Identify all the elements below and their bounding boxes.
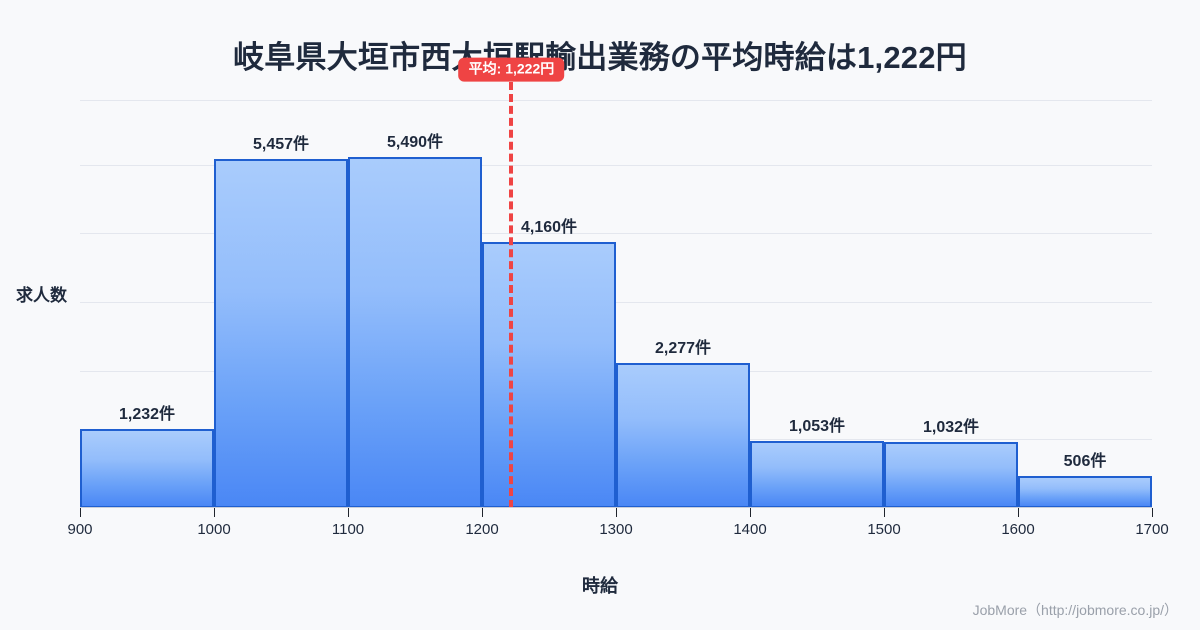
page-title: 岐阜県大垣市西大垣駅輸出業務の平均時給は1,222円 <box>233 40 967 75</box>
x-axis-tick <box>1018 508 1019 517</box>
bars-layer: 1,232件 5,457件 5,490件 4,160件 2,277件 1,053件 1,03… <box>80 96 1152 508</box>
average-badge: 平均: 1,222円 <box>458 57 565 82</box>
x-axis-tick <box>214 508 215 517</box>
x-axis-tick-label: 1000 <box>197 521 231 538</box>
x-axis-tick-label: 1600 <box>1001 521 1035 538</box>
x-axis-line <box>80 507 1152 508</box>
histogram-bar[interactable] <box>214 159 348 508</box>
bar-value-label: 1,032件 <box>922 419 980 437</box>
average-line <box>509 82 514 508</box>
x-axis-tick <box>616 508 617 517</box>
x-axis-tick-label: 1300 <box>599 521 633 538</box>
histogram-bar[interactable] <box>80 429 214 508</box>
x-axis-tick <box>750 508 751 517</box>
plot-area: 1,232件 5,457件 5,490件 4,160件 2,277件 1,053件 1,03… <box>80 57 1152 508</box>
y-axis-title: 求人数 <box>16 286 67 305</box>
x-axis-tick-label: 1700 <box>1135 521 1169 538</box>
histogram-bar[interactable] <box>482 242 616 508</box>
footer-credit: JobMore（http://jobmore.co.jp/） <box>972 602 1178 618</box>
bar-value-label: 4,160件 <box>520 219 578 237</box>
x-axis-tick <box>1152 508 1153 517</box>
bar-value-label: 5,457件 <box>252 136 310 154</box>
bar-value-label: 1,053件 <box>788 417 846 435</box>
histogram-bar[interactable] <box>884 442 1018 508</box>
bar-value-label: 1,232件 <box>118 406 176 424</box>
histogram-bar[interactable] <box>616 362 750 508</box>
x-axis-tick <box>884 508 885 517</box>
histogram-bar[interactable] <box>1018 475 1152 508</box>
x-axis-tick <box>482 508 483 517</box>
x-axis-tick-label: 1100 <box>331 521 365 538</box>
x-axis-tick-label: 1500 <box>867 521 901 538</box>
bar-value-label: 5,490件 <box>386 134 444 152</box>
x-axis-tick-label: 1400 <box>733 521 767 538</box>
histogram-bar[interactable] <box>348 157 482 508</box>
bar-value-label: 506件 <box>1063 452 1107 470</box>
bar-value-label: 2,277件 <box>654 339 712 357</box>
x-axis-title: 時給 <box>582 576 618 596</box>
x-axis-tick-label: 1200 <box>465 521 499 538</box>
x-axis-tick <box>80 508 81 517</box>
histogram-bar[interactable] <box>750 440 884 508</box>
x-axis-tick <box>348 508 349 517</box>
x-axis-tick-label: 900 <box>67 521 93 538</box>
